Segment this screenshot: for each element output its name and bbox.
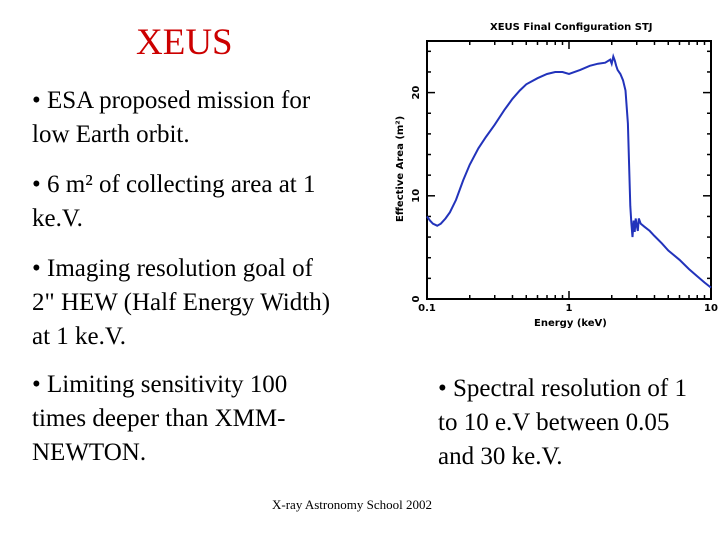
bullet-collecting-area: • 6 m² of collecting area at 1 ke.V. [32,171,316,232]
x-axis-label: Energy (keV) [534,318,607,329]
footer-text: X-ray Astronomy School 2002 [272,497,432,512]
plot-frame [426,40,712,300]
bullet-spectral-resolution: • Spectral resolution of 1 to 10 e.V bet… [438,375,687,470]
y-tick-label: 0 [411,295,422,302]
slide-title: XEUS [136,22,233,63]
axis-tick-labels: 0.1 1 10 0 10 20 [411,86,718,314]
bullet-mission: • ESA proposed mission for low Earth orb… [32,87,311,148]
y-tick-label: 10 [411,189,422,203]
x-tick-label: 10 [704,303,718,314]
effective-area-curve [426,52,712,289]
bullet-imaging-resolution: • Imaging resolution goal of 2" HEW (Hal… [32,255,331,350]
bullet-limiting-sensitivity: • Limiting sensitivity 100 times deeper … [32,371,288,466]
y-tick-label: 20 [411,86,422,100]
x-tick-label: 0.1 [418,303,436,314]
axis-ticks [426,41,712,300]
y-axis-label: Effective Area (m²) [395,116,406,222]
x-tick-label: 1 [566,303,573,314]
chart-title: XEUS Final Configuration STJ [490,22,653,33]
